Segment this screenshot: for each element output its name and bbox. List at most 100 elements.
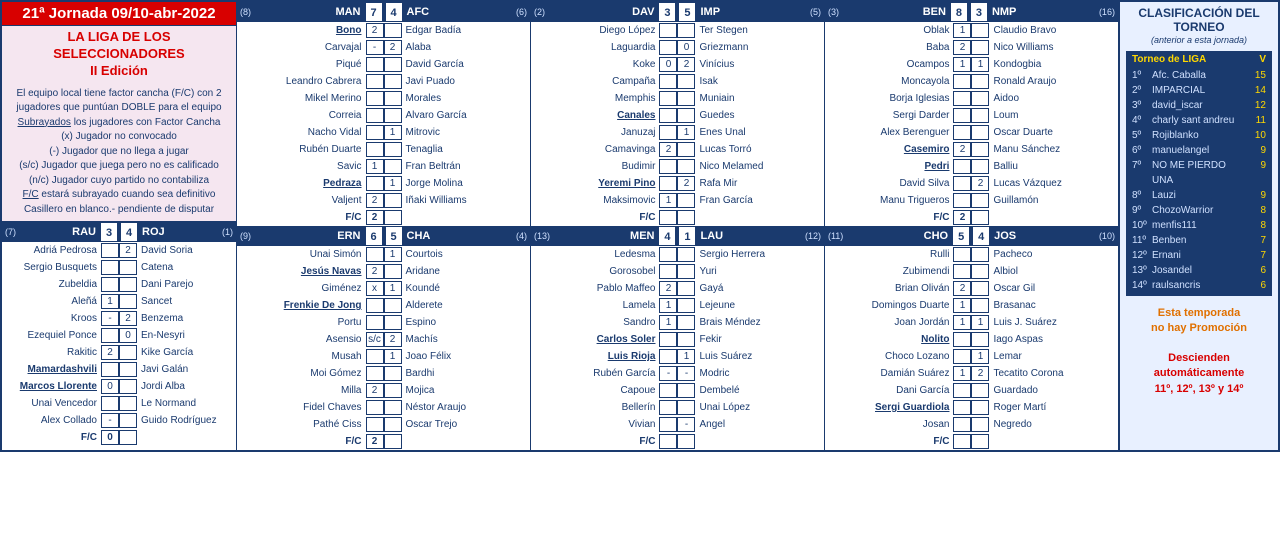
- relegation-note: Descienden automáticamente 11º, 12º, 13º…: [1120, 341, 1278, 401]
- player-name: En-Nesyri: [138, 330, 188, 341]
- score-box: [971, 434, 989, 449]
- score-box: [384, 400, 402, 415]
- score-box: 1: [384, 281, 402, 296]
- player-row: Dembelé: [677, 382, 824, 399]
- score-box: [971, 91, 989, 106]
- player-name: Fidel Chaves: [300, 402, 364, 413]
- score-box: [677, 383, 695, 398]
- score-box: [677, 210, 695, 225]
- player-row: 2Alaba: [384, 39, 531, 56]
- player-name: Griezmann: [696, 42, 751, 53]
- score-box: [384, 264, 402, 279]
- score-box: 0: [677, 40, 695, 55]
- standings-row: 5ºRojiblanko10: [1126, 128, 1272, 143]
- player-row: Isak: [677, 73, 824, 90]
- score-box: 2: [953, 142, 971, 157]
- home-seed: (8): [237, 7, 251, 17]
- player-row: Fran Beltrán: [384, 158, 531, 175]
- player-row: Brasanac: [971, 297, 1118, 314]
- player-name: Luis Rioja: [605, 351, 659, 362]
- player-name: Vivian: [625, 419, 658, 430]
- pos: 12º: [1132, 248, 1152, 263]
- player-row: Unai Vencedor: [2, 395, 119, 412]
- away-score: 3: [970, 2, 988, 22]
- away-score: 1: [678, 226, 696, 246]
- player-row: Leandro Cabrera: [237, 73, 384, 90]
- team-name: charly sant andreu: [1152, 113, 1246, 128]
- player-name: F/C: [78, 432, 100, 443]
- score-box: 1: [659, 315, 677, 330]
- player-row: Januzaj: [531, 124, 678, 141]
- player-row: Milla2: [237, 382, 384, 399]
- player-row: Rulli: [825, 246, 972, 263]
- score-box: 1: [384, 349, 402, 364]
- player-row: Luis Rioja: [531, 348, 678, 365]
- player-row: Fran García: [677, 192, 824, 209]
- player-name: Carvajal: [322, 42, 365, 53]
- player-name: Capoue: [617, 385, 658, 396]
- score-box: [101, 260, 119, 275]
- score-box: [953, 91, 971, 106]
- promo-note: Esta temporada no hay Promoción: [1120, 296, 1278, 341]
- title-line-3: II Edición: [2, 63, 236, 80]
- player-row: Lamela1: [531, 297, 678, 314]
- lower-left-match: (7)RAU34ROJ(1)Adriá PedrosaSergio Busque…: [2, 221, 236, 446]
- player-name: Budimir: [619, 161, 659, 172]
- score-box: [384, 159, 402, 174]
- score-box: [119, 396, 137, 411]
- score-box: -: [677, 417, 695, 432]
- score-box: 2: [677, 57, 695, 72]
- player-row: Sergio Busquets: [2, 259, 119, 276]
- match-header: (11)CHO54JOS(10): [825, 226, 1118, 246]
- score-box: [119, 430, 137, 445]
- rule-line: Subrayados los jugadores con Factor Canc…: [8, 116, 230, 131]
- points: 7: [1246, 233, 1266, 248]
- player-name: Bellerín: [619, 402, 659, 413]
- score-box: 2: [953, 40, 971, 55]
- score-box: [384, 74, 402, 89]
- player-row: Javi Puado: [384, 73, 531, 90]
- score-box: 1: [384, 176, 402, 191]
- score-box: [677, 315, 695, 330]
- player-row: Fekir: [677, 331, 824, 348]
- home-seed: (7): [2, 227, 16, 237]
- player-name: Joao Félix: [403, 351, 455, 362]
- score-box: 2: [953, 210, 971, 225]
- rule-line: F/C estará subrayado cuando sea definiti…: [8, 188, 230, 203]
- player-name: Moncayola: [898, 76, 952, 87]
- score-box: 1: [384, 125, 402, 140]
- score-box: [677, 264, 695, 279]
- player-row: 2Vinícius: [677, 56, 824, 73]
- home-score: 7: [365, 2, 383, 22]
- player-name: Oscar Trejo: [403, 419, 461, 430]
- player-name: Edgar Badía: [403, 25, 465, 36]
- score-box: [384, 210, 402, 225]
- match-card: (9)ERN65CHA(4)Unai SimónJesús Navas2Gimé…: [236, 226, 530, 450]
- score-box: [971, 332, 989, 347]
- match-card: (11)CHO54JOS(10)RulliZubimendiBrian Oliv…: [824, 226, 1118, 450]
- match-card: (7)RAU34ROJ(1)Adriá PedrosaSergio Busque…: [2, 222, 236, 446]
- player-name: Yeremi Pino: [595, 178, 658, 189]
- player-row: Domingos Duarte1: [825, 297, 972, 314]
- player-row: Campaña: [531, 73, 678, 90]
- player-name: Benzema: [138, 313, 186, 324]
- player-row: Alvaro García: [384, 107, 531, 124]
- player-row: Rubén Duarte: [237, 141, 384, 158]
- score-box: [659, 23, 677, 38]
- player-name: Pedraza: [320, 178, 364, 189]
- score-box: [971, 264, 989, 279]
- away-team: LAU: [697, 230, 804, 242]
- away-score: 5: [385, 226, 403, 246]
- away-seed: (12): [805, 231, 824, 241]
- player-row: Unai López: [677, 399, 824, 416]
- points: 7: [1246, 248, 1266, 263]
- player-row: Carvajal-: [237, 39, 384, 56]
- player-row: Javi Galán: [119, 361, 236, 378]
- player-name: F/C: [342, 436, 364, 447]
- score-box: [366, 315, 384, 330]
- match-header: (3)BEN83NMP(16): [825, 2, 1118, 22]
- player-name: Domingos Duarte: [869, 300, 953, 311]
- score-box: [384, 417, 402, 432]
- score-box: 1: [101, 294, 119, 309]
- score-box: 2: [101, 345, 119, 360]
